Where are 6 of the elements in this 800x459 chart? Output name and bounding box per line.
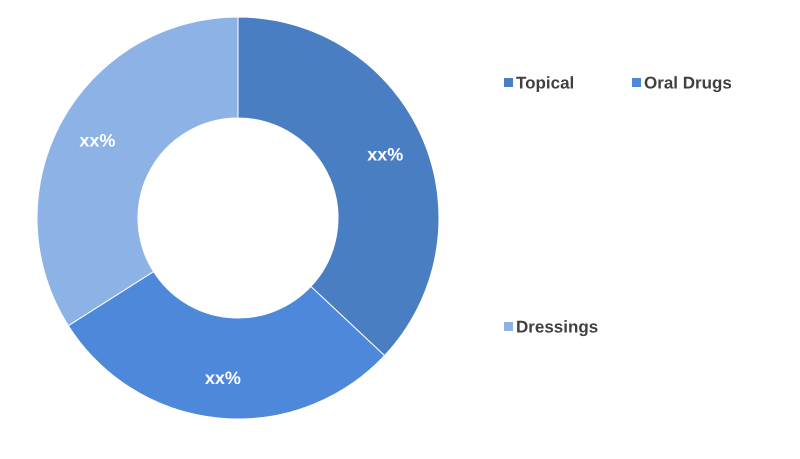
legend-label: Dressings	[516, 318, 598, 336]
legend-label: Topical	[516, 74, 574, 92]
data-label: xx%	[204, 368, 241, 388]
data-label: xx%	[79, 130, 116, 151]
legend-label: Oral Drugs	[644, 74, 732, 92]
data-label: xx%	[367, 144, 404, 164]
